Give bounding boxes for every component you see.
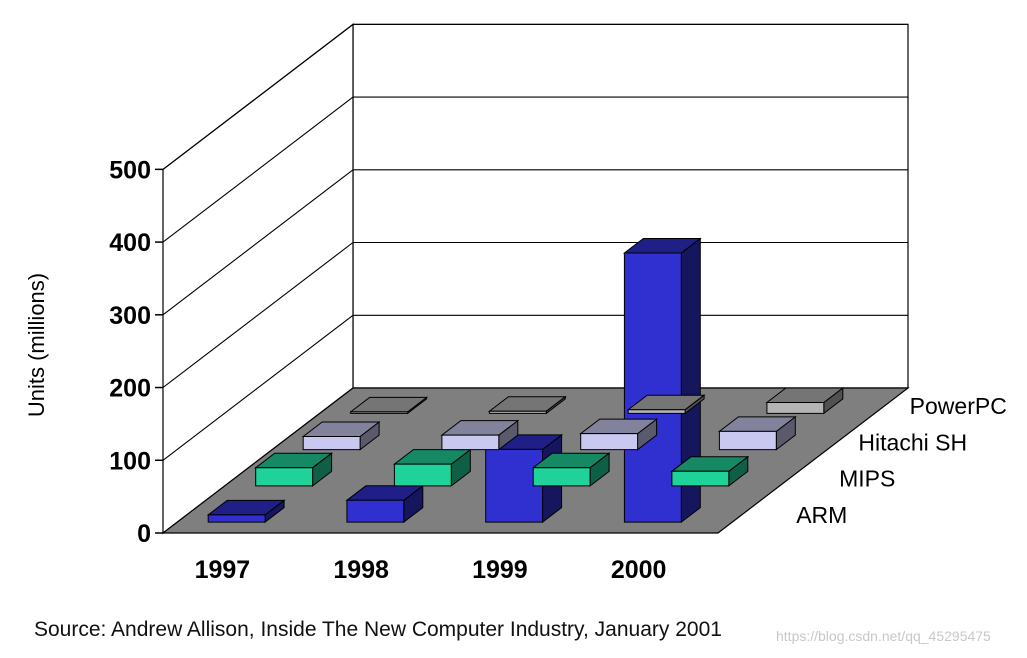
bar [487, 395, 567, 415]
bar [440, 419, 520, 451]
gridline [162, 241, 908, 388]
bar-front [623, 252, 682, 523]
bar-front [766, 402, 825, 414]
gridline [162, 96, 908, 243]
bar-front [671, 470, 730, 487]
bar [254, 452, 334, 487]
bar [345, 484, 425, 524]
bar-front [346, 499, 405, 523]
bar-front [350, 411, 409, 414]
bar-front [302, 436, 361, 451]
bar [579, 418, 659, 451]
x-axis: 1997 1998 1999 2000 [195, 556, 667, 584]
series-labels: ARM MIPS Hitachi SH PowerPC [796, 393, 1007, 528]
series-label: PowerPC [910, 393, 1007, 419]
x-tick-label: 1999 [472, 556, 528, 584]
bar [670, 455, 750, 487]
bar [531, 452, 611, 487]
series-label: MIPS [839, 466, 895, 492]
bar [626, 394, 706, 415]
bar [622, 237, 702, 524]
bar-front [627, 409, 686, 414]
bar-front [255, 467, 314, 487]
bar [717, 415, 797, 451]
gridline [162, 314, 908, 461]
bar-front [580, 433, 639, 451]
y-tick-label: 500 [109, 156, 151, 184]
y-tick-label: 300 [109, 302, 151, 330]
bar [301, 420, 381, 451]
bar-front [488, 410, 547, 414]
bar-front [485, 448, 544, 523]
bar [349, 396, 429, 415]
y-axis-label: Units (millions) [24, 273, 49, 417]
gridline [162, 23, 908, 170]
bar [765, 386, 845, 415]
series-label: Hitachi SH [858, 429, 967, 455]
y-tick-label: 200 [109, 375, 151, 403]
series-label: ARM [796, 502, 847, 528]
y-axis: 0 100 200 300 400 500 [109, 156, 163, 548]
bar-front [441, 434, 500, 451]
gridlines [162, 23, 908, 461]
x-tick-label: 1997 [195, 556, 251, 584]
bar [206, 499, 286, 524]
bar-front [207, 514, 266, 523]
y-tick-label: 100 [109, 447, 151, 475]
x-tick-label: 2000 [611, 556, 667, 584]
bars [206, 237, 845, 524]
x-tick-label: 1998 [333, 556, 389, 584]
bar [392, 448, 472, 487]
gridline [162, 169, 908, 316]
y-tick-label: 0 [137, 520, 151, 548]
source-note: Source: Andrew Allison, Inside The New C… [34, 618, 722, 641]
y-tick-label: 400 [109, 229, 151, 257]
bar-front [718, 430, 777, 451]
chart-walls [162, 23, 909, 535]
watermark: https://blog.csdn.net/qq_45295475 [776, 628, 991, 644]
bar-front [393, 463, 452, 487]
bar-front [532, 467, 591, 487]
